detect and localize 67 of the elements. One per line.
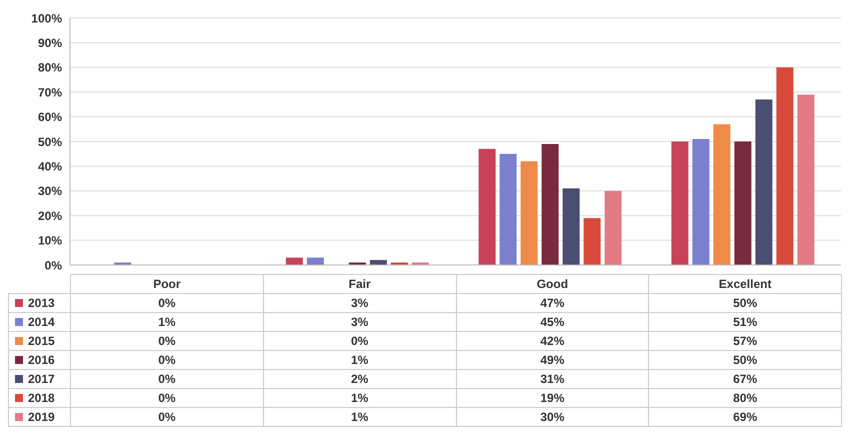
bar bbox=[478, 148, 496, 265]
data-label: 50% bbox=[648, 294, 842, 312]
y-tick-label: 0% bbox=[44, 258, 62, 272]
bar bbox=[692, 139, 710, 265]
data-label: 42% bbox=[456, 332, 649, 350]
x-tick-label: Excellent bbox=[648, 274, 842, 294]
data-label: 31% bbox=[456, 370, 649, 388]
data-label: 1% bbox=[70, 312, 264, 332]
bar bbox=[500, 154, 517, 265]
y-tick-label: 40% bbox=[38, 159, 62, 174]
data-label: 0% bbox=[70, 350, 264, 370]
legend-label: 2016 bbox=[8, 350, 70, 370]
x-tick-label: Poor bbox=[70, 274, 264, 294]
bar bbox=[584, 218, 601, 265]
data-label: 69% bbox=[648, 408, 842, 426]
data-label: 3% bbox=[263, 294, 456, 312]
legend-label: 2017 bbox=[8, 370, 70, 388]
bar bbox=[713, 124, 730, 265]
y-tick-label: 60% bbox=[38, 110, 62, 124]
data-label: 49% bbox=[456, 350, 649, 370]
y-tick-label: 30% bbox=[38, 184, 62, 198]
data-label: 47% bbox=[456, 294, 649, 312]
data-label: 0% bbox=[70, 408, 264, 426]
data-label: 80% bbox=[648, 388, 842, 408]
bar bbox=[776, 67, 794, 265]
y-tick-label: 90% bbox=[38, 36, 62, 50]
data-label: 67% bbox=[648, 370, 842, 388]
data-label: 30% bbox=[456, 408, 649, 426]
data-label: 0% bbox=[70, 370, 264, 388]
bar bbox=[755, 100, 772, 265]
y-tick-label: 80% bbox=[38, 60, 62, 75]
bar bbox=[520, 161, 538, 265]
data-label: 1% bbox=[263, 350, 456, 370]
data-label: 45% bbox=[456, 312, 649, 332]
y-tick-label: 10% bbox=[38, 234, 62, 248]
legend-label: 2019 bbox=[8, 408, 70, 426]
legend-label: 2013 bbox=[8, 294, 70, 312]
data-label: 57% bbox=[648, 332, 842, 350]
bar bbox=[286, 258, 303, 265]
x-tick-label: Good bbox=[456, 274, 649, 294]
legend-label: 2018 bbox=[8, 388, 70, 408]
data-label: 1% bbox=[263, 408, 456, 426]
data-label: 51% bbox=[648, 312, 842, 332]
data-label: 19% bbox=[456, 388, 649, 408]
bar bbox=[542, 144, 559, 265]
y-tick-label: 70% bbox=[38, 85, 62, 100]
legend-label: 2015 bbox=[8, 332, 70, 350]
data-label: 0% bbox=[70, 294, 264, 312]
bar bbox=[671, 142, 688, 265]
y-tick-label: 20% bbox=[38, 208, 62, 223]
data-label: 0% bbox=[70, 388, 264, 408]
bar bbox=[562, 188, 580, 265]
bar bbox=[306, 258, 324, 265]
x-tick-label: Fair bbox=[263, 274, 456, 294]
data-label: 3% bbox=[263, 312, 456, 332]
legend-label: 2014 bbox=[8, 312, 70, 332]
data-label: 2% bbox=[263, 370, 456, 388]
data-label: 1% bbox=[263, 388, 456, 408]
data-label: 50% bbox=[648, 350, 842, 370]
bar bbox=[370, 260, 387, 265]
bar bbox=[797, 94, 814, 265]
y-tick-label: 100% bbox=[31, 11, 62, 26]
y-tick-label: 50% bbox=[38, 134, 62, 149]
bar bbox=[604, 190, 622, 265]
data-label: 0% bbox=[70, 332, 264, 350]
data-label: 0% bbox=[263, 332, 456, 350]
bar bbox=[734, 142, 752, 265]
